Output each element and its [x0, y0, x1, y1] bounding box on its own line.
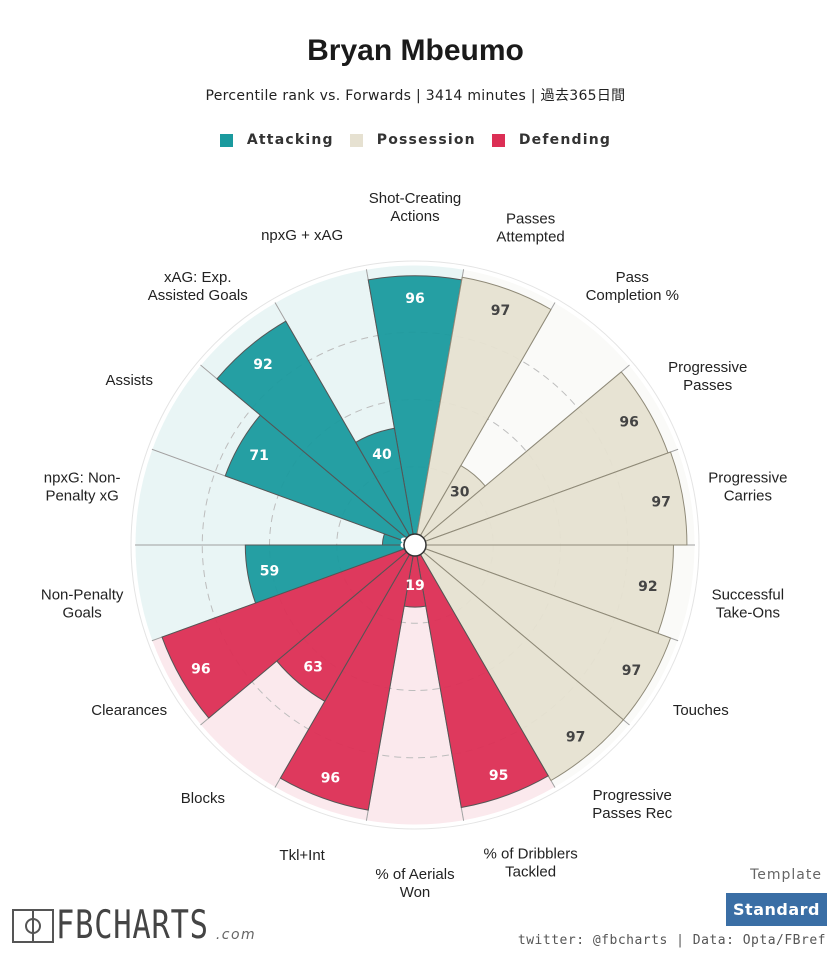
- category-label-clearances: Clearances: [91, 702, 167, 719]
- value-label-assists: 71: [249, 448, 268, 464]
- category-label-npxg-non-penalty-xg: npxG: Non-Penalty xG: [44, 469, 121, 504]
- value-label-successful-take-ons: 92: [638, 579, 657, 595]
- value-label-npxg-xag: 40: [372, 447, 392, 463]
- legend-swatch-attacking: [219, 133, 233, 147]
- category-label-assists: Assists: [105, 372, 153, 389]
- category-label-progressive-passes: Progressive Passes: [668, 359, 747, 394]
- value-label-xag-exp-assisted-goals: 92: [253, 357, 272, 373]
- category-label-shot-creating-actions: Shot-Creating Actions: [369, 190, 462, 225]
- category-label-passes-attempted: Passes Attempted: [496, 210, 564, 245]
- template-button[interactable]: Standard: [726, 893, 827, 926]
- value-label-progressive-passes-rec: 97: [566, 729, 585, 745]
- value-label-clearances: 96: [191, 662, 210, 678]
- category-label-non-penalty-goals: Non-Penalty Goals: [41, 587, 124, 622]
- category-label-touches: Touches: [673, 702, 729, 719]
- category-label-pass-completion: Pass Completion %: [586, 269, 679, 304]
- chart-subtitle: Percentile rank vs. Forwards | 3414 minu…: [205, 88, 626, 104]
- value-label-blocks: 63: [303, 659, 322, 675]
- value-label-shot-creating-actions: 96: [405, 291, 424, 307]
- legend-item-attacking: Attacking: [219, 132, 334, 148]
- legend-swatch-defending: [491, 133, 505, 147]
- category-label-progressive-passes-rec: Progressive Passes Rec: [592, 787, 673, 822]
- legend-label-defending: Defending: [518, 132, 612, 148]
- value-label-touches: 97: [622, 663, 641, 679]
- category-label-progressive-carries: Progressive Carries: [708, 469, 787, 504]
- value-label-passes-attempted: 97: [491, 303, 510, 319]
- category-label-npxg-xag: npxG + xAG: [261, 227, 343, 244]
- value-label-non-penalty-goals: 59: [260, 564, 279, 580]
- category-label-successful-take-ons: Successful Take-Ons: [712, 587, 785, 622]
- logo-wordmark: FBCHARTS: [56, 903, 209, 948]
- chart-title: Bryan Mbeumo: [307, 34, 524, 67]
- legend-label-attacking: Attacking: [246, 132, 334, 148]
- fbcharts-logo: FBCHARTS .com: [12, 903, 257, 948]
- pitch-icon: [12, 908, 54, 944]
- logo-domain: .com: [215, 927, 257, 943]
- template-label: Template: [750, 867, 822, 883]
- outer-ring: [130, 260, 700, 830]
- legend-item-possession: Possession: [349, 132, 476, 148]
- legend-item-defending: Defending: [491, 132, 612, 148]
- center-hole: [403, 533, 427, 557]
- category-label-blocks: Blocks: [181, 790, 225, 807]
- legend-swatch-possession: [349, 133, 363, 147]
- category-label-of-aerials-won: % of Aerials Won: [375, 866, 454, 901]
- value-label-progressive-carries: 97: [651, 495, 670, 511]
- value-label-of-dribblers-tackled: 95: [489, 768, 508, 784]
- category-label-tkl-int: Tkl+Int: [279, 847, 325, 864]
- credits-text: twitter: @fbcharts | Data: Opta/FBref: [517, 933, 826, 948]
- value-label-tkl-int: 96: [321, 770, 340, 786]
- legend: Attacking Possession Defending: [0, 132, 831, 148]
- value-label-pass-completion: 30: [450, 485, 470, 501]
- value-label-progressive-passes: 96: [619, 414, 638, 430]
- category-label-xag-exp-assisted-goals: xAG: Exp. Assisted Goals: [148, 269, 248, 304]
- category-label-of-dribblers-tackled: % of Dribblers Tackled: [484, 846, 578, 881]
- legend-label-possession: Possession: [376, 132, 476, 148]
- value-label-of-aerials-won: 19: [405, 578, 424, 594]
